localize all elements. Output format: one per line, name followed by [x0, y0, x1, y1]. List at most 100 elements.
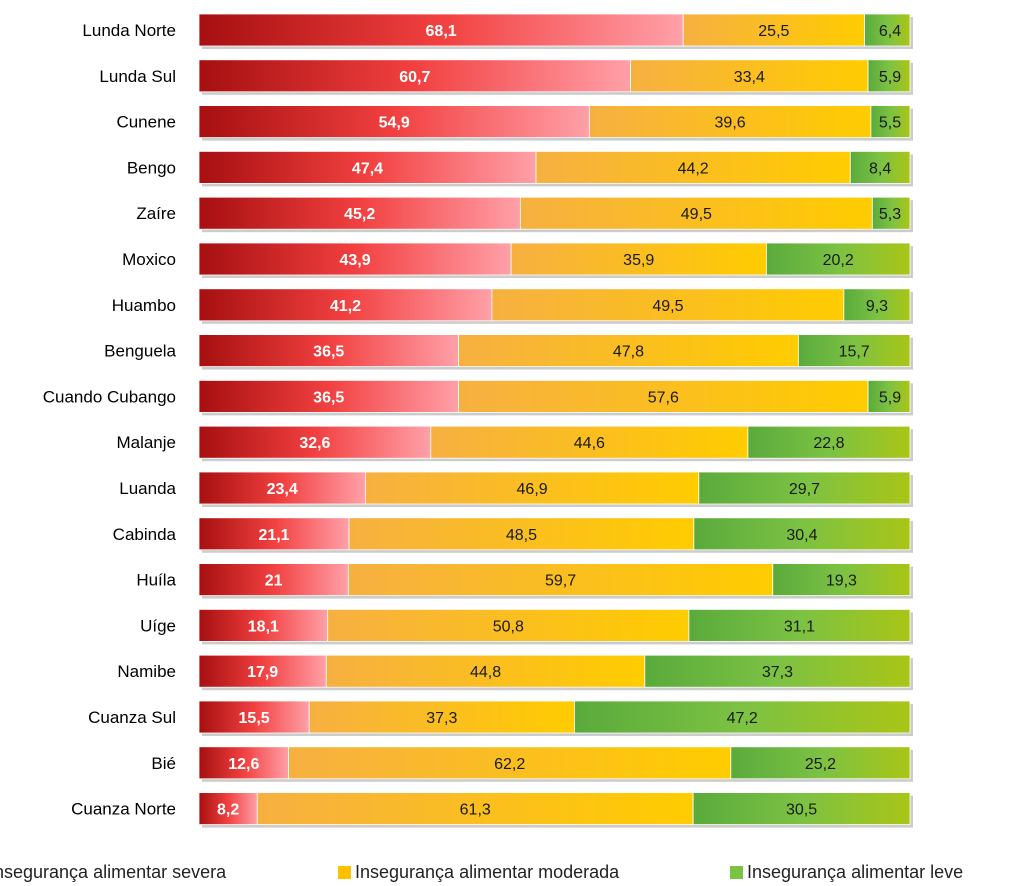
value-label-mild-luanda: 29,7: [789, 481, 820, 498]
bar-severe-zaire: [198, 196, 521, 230]
value-label-mild-cuanza-sul: 47,2: [727, 710, 758, 727]
bar-mild-bie: [730, 746, 911, 780]
value-label-mild-zaire: 5,3: [879, 206, 901, 223]
value-label-moderate-bengo: 44,2: [678, 160, 709, 177]
bar-severe-cuanza-sul: [198, 700, 310, 734]
value-label-moderate-uige: 50,8: [493, 618, 524, 635]
category-label-cuanza-sul: Cuanza Sul: [88, 708, 176, 727]
value-label-severe-cuando-cubango: 36,5: [313, 389, 344, 406]
category-label-bengo: Bengo: [127, 158, 176, 177]
bar-severe-huambo: [198, 288, 493, 322]
value-label-mild-malanje: 22,8: [813, 435, 844, 452]
bar-severe-malanje: [198, 425, 432, 459]
value-label-severe-cunene: 54,9: [379, 115, 410, 132]
bar-mild-cuanza-sul: [574, 700, 911, 734]
legend-swatch-moderate: [338, 866, 351, 879]
bar-mild-zaire: [871, 196, 911, 230]
bar-mild-huila: [772, 563, 911, 596]
bar-severe-moxico: [198, 242, 512, 276]
bar-moderate-moxico: [510, 242, 767, 276]
value-label-moderate-cuanza-norte: 61,3: [460, 802, 491, 819]
legend-item-moderate: Insegurança alimentar moderada: [338, 862, 619, 883]
value-label-mild-huambo: 9,3: [866, 298, 888, 315]
bar-severe-huila: [198, 563, 349, 596]
bar-moderate-benguela: [458, 334, 799, 368]
bar-moderate-huila: [347, 563, 774, 596]
value-label-mild-huila: 19,3: [826, 573, 857, 590]
bars-area: 68,1 25,5 6,4 60,7 33,4 5,9 54,9 39,6 5,5 47,4 44,…: [198, 13, 913, 828]
bar-mild-lunda-sul: [867, 59, 911, 93]
bar-moderate-cuando-cubango: [458, 379, 869, 413]
bar-mild-moxico: [765, 242, 911, 276]
bar-mild-bengo: [849, 150, 911, 184]
legend-label-mild: Insegurança alimentar leve: [747, 862, 964, 882]
value-label-severe-lunda-norte: 68,1: [426, 23, 457, 40]
bar-moderate-bengo: [535, 150, 851, 184]
bar-moderate-lunda-norte: [682, 13, 865, 47]
value-label-moderate-cuando-cubango: 57,6: [648, 389, 679, 406]
bar-severe-namibe: [198, 654, 327, 688]
category-label-uige: Uíge: [140, 616, 176, 635]
value-label-moderate-malanje: 44,6: [574, 435, 605, 452]
value-label-severe-cuanza-norte: 8,2: [217, 802, 239, 819]
value-label-severe-benguela: 36,5: [313, 344, 344, 361]
stacked-bar-chart: Lunda Norte Lunda Sul Cunene Bengo Zaíre Moxi…: [43, 13, 913, 828]
value-label-moderate-moxico: 35,9: [623, 252, 654, 269]
category-label-luanda: Luanda: [119, 479, 176, 498]
bar-mild-cuanza-norte: [692, 792, 911, 825]
legend-label-moderate: Insegurança alimentar moderada: [355, 862, 620, 882]
value-label-severe-zaire: 45,2: [344, 206, 375, 223]
value-label-mild-cunene: 5,5: [879, 115, 901, 132]
category-label-benguela: Benguela: [104, 342, 176, 361]
bar-moderate-cunene: [588, 105, 872, 138]
bar-severe-cabinda: [198, 517, 350, 551]
value-label-severe-huambo: 41,2: [330, 298, 361, 315]
value-label-moderate-lunda-norte: 25,5: [758, 23, 789, 40]
value-label-severe-moxico: 43,9: [339, 252, 370, 269]
bar-mild-luanda: [698, 471, 911, 505]
bar-moderate-cabinda: [348, 517, 695, 551]
bar-severe-cuanza-norte: [198, 792, 258, 825]
bar-severe-bie: [198, 746, 289, 780]
value-label-moderate-huila: 59,7: [545, 573, 576, 590]
bar-mild-uige: [688, 609, 911, 642]
bar-moderate-lunda-sul: [630, 59, 869, 93]
bar-severe-cunene: [198, 105, 590, 138]
value-label-severe-luanda: 23,4: [267, 481, 298, 498]
value-label-moderate-benguela: 47,8: [613, 344, 644, 361]
bar-mild-cabinda: [693, 517, 911, 551]
value-label-mild-bengo: 8,4: [869, 160, 891, 177]
category-label-cunene: Cunene: [116, 113, 176, 132]
category-label-cuando-cubango: Cuando Cubango: [43, 387, 176, 406]
category-label-cabinda: Cabinda: [113, 525, 177, 544]
value-label-moderate-zaire: 49,5: [681, 206, 712, 223]
legend-swatch-mild: [730, 866, 743, 879]
value-label-mild-cuanza-norte: 30,5: [786, 802, 817, 819]
category-label-huambo: Huambo: [112, 296, 176, 315]
category-labels: Lunda Norte Lunda Sul Cunene Bengo Zaíre Moxi…: [43, 21, 177, 819]
category-label-namibe: Namibe: [117, 662, 176, 681]
bar-mild-cunene: [870, 105, 911, 138]
value-label-severe-cabinda: 21,1: [258, 527, 289, 544]
bar-severe-lunda-sul: [198, 59, 631, 93]
bar-moderate-uige: [327, 609, 690, 642]
value-label-severe-namibe: 17,9: [247, 664, 278, 681]
value-label-mild-cabinda: 30,4: [786, 527, 817, 544]
bar-moderate-zaire: [519, 196, 873, 230]
bar-severe-luanda: [198, 471, 366, 505]
value-label-severe-lunda-sul: 60,7: [399, 69, 430, 86]
bar-mild-benguela: [797, 334, 911, 368]
value-label-mild-namibe: 37,3: [762, 664, 793, 681]
bar-mild-huambo: [843, 288, 911, 322]
bar-severe-benguela: [198, 334, 459, 368]
value-label-moderate-lunda-sul: 33,4: [734, 69, 765, 86]
legend-item-mild: Insegurança alimentar leve: [730, 862, 963, 883]
bar-severe-uige: [198, 609, 329, 642]
bar-moderate-cuanza-sul: [308, 700, 575, 734]
value-label-mild-lunda-sul: 5,9: [879, 69, 901, 86]
value-label-severe-uige: 18,1: [248, 618, 279, 635]
bar-mild-namibe: [644, 654, 911, 688]
value-label-mild-cuando-cubango: 5,9: [879, 389, 901, 406]
value-label-severe-bie: 12,6: [228, 756, 259, 773]
value-label-mild-benguela: 15,7: [839, 344, 870, 361]
